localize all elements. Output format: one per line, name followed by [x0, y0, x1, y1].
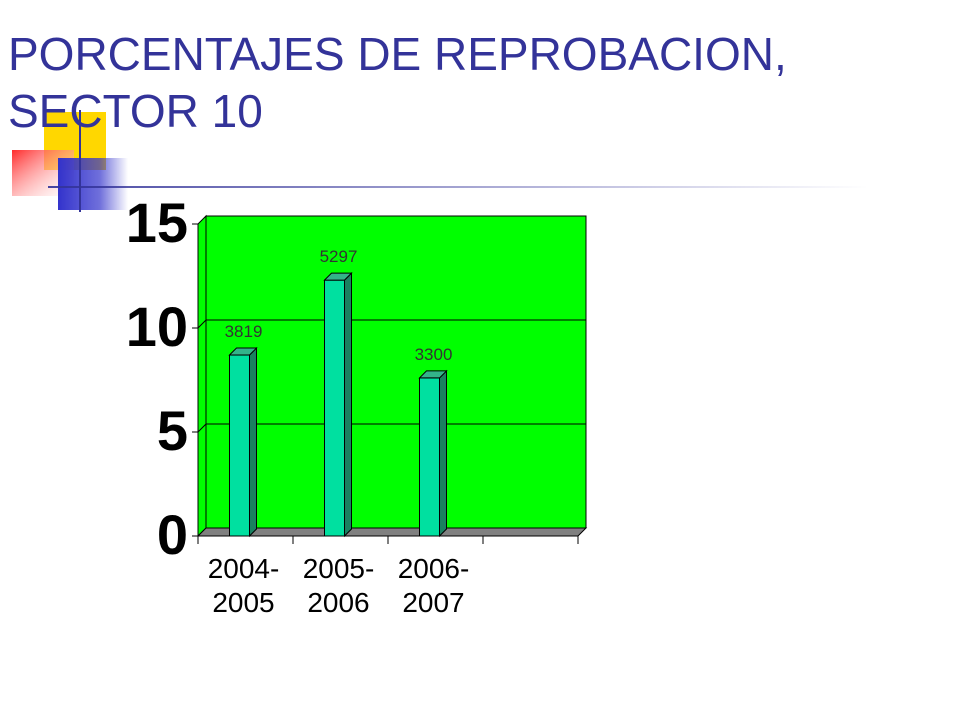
slide-decoration [0, 0, 960, 240]
data-label: 3819 [225, 322, 263, 341]
data-label: 5297 [320, 247, 358, 266]
bar-side [439, 369, 447, 538]
y-tick-label: 10 [126, 295, 188, 358]
overlapping-squares-icon [12, 110, 868, 212]
plot-area-back-wall [205, 215, 587, 529]
decor-vertical-line [79, 110, 81, 212]
x-tick-label-line: 2005- [303, 553, 375, 584]
decor-blue-square [58, 158, 128, 210]
x-tick-label-line: 2004- [208, 553, 280, 584]
x-tick-label: 2005-2006 [303, 553, 375, 618]
slide-title: PORCENTAJES DE REPROBACION, SECTOR 10 [8, 28, 787, 137]
x-tick-label: 2004-2005 [208, 553, 280, 618]
gridline-side [197, 423, 207, 433]
bar-group [228, 346, 258, 538]
bar [324, 279, 345, 537]
gridline-side [197, 319, 207, 329]
bar-group [323, 271, 353, 538]
decor-horizontal-line [48, 186, 868, 188]
x-tick-label-line: 2006- [398, 553, 470, 584]
bar-side [344, 271, 352, 538]
x-tick-label-line: 2005 [212, 587, 274, 618]
data-label: 3300 [415, 345, 453, 364]
bar [419, 377, 440, 537]
x-tick-label: 2006-2007 [398, 553, 470, 618]
y-tick-label: 0 [157, 503, 188, 566]
bar-top [323, 272, 353, 281]
bar-top [228, 347, 258, 356]
x-tick-label-line: 2007 [402, 587, 464, 618]
plot-area-side-wall [197, 214, 207, 538]
y-tick-label: 5 [157, 399, 188, 462]
bar-top [418, 370, 448, 379]
y-tick-label: 15 [126, 191, 188, 254]
bar-side [249, 346, 257, 538]
bar [229, 354, 250, 537]
x-tick-label-line: 2006 [307, 587, 369, 618]
bar-group [418, 369, 448, 538]
